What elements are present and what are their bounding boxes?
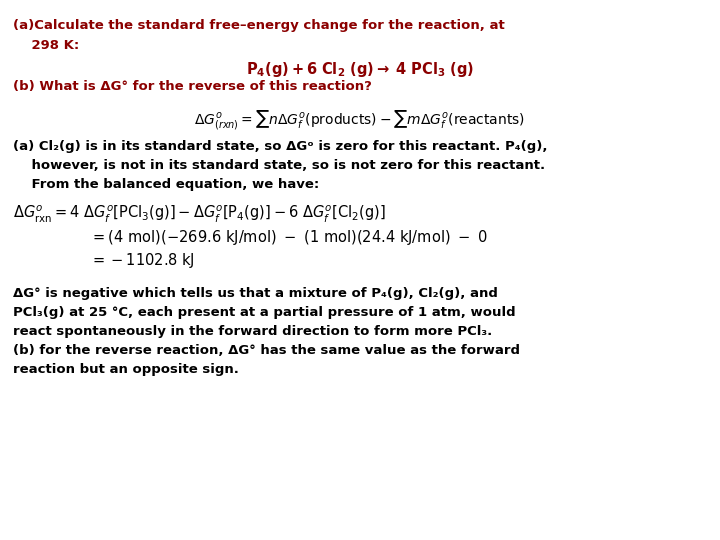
Text: (a) Cl₂(g) is in its standard state, so ΔGᵒ is zero for this reactant. P₄(g),: (a) Cl₂(g) is in its standard state, so …	[13, 140, 547, 153]
Text: however, is not in its standard state, so is not zero for this reactant.: however, is not in its standard state, s…	[13, 159, 545, 172]
Text: $= -1102.8\ \mathrm{kJ}$: $= -1102.8\ \mathrm{kJ}$	[90, 251, 195, 269]
Text: From the balanced equation, we have:: From the balanced equation, we have:	[13, 178, 319, 191]
Text: react spontaneously in the forward direction to form more PCl₃.: react spontaneously in the forward direc…	[13, 325, 492, 338]
Text: (b) What is ΔG° for the reverse of this reaction?: (b) What is ΔG° for the reverse of this …	[13, 80, 372, 93]
Text: reaction but an opposite sign.: reaction but an opposite sign.	[13, 363, 239, 376]
Text: PCl₃(g) at 25 °C, each present at a partial pressure of 1 atm, would: PCl₃(g) at 25 °C, each present at a part…	[13, 306, 516, 319]
Text: (b) for the reverse reaction, ΔG° has the same value as the forward: (b) for the reverse reaction, ΔG° has th…	[13, 344, 520, 357]
Text: 298 K:: 298 K:	[13, 39, 79, 52]
Text: $\Delta G^{o}_{\mathrm{rxn}} = 4\ \Delta G^{o}_{f}[\mathrm{PCl_3(g)}] - \Delta G: $\Delta G^{o}_{\mathrm{rxn}} = 4\ \Delta…	[13, 204, 386, 225]
Text: (a)Calculate the standard free–energy change for the reaction, at: (a)Calculate the standard free–energy ch…	[13, 19, 505, 32]
Text: $= (4\ \mathrm{mol})(-269.6\ \mathrm{kJ/mol})\ -\ (1\ \mathrm{mol})(24.4\ \mathr: $= (4\ \mathrm{mol})(-269.6\ \mathrm{kJ/…	[90, 228, 487, 247]
Text: ΔG° is negative which tells us that a mixture of P₄(g), Cl₂(g), and: ΔG° is negative which tells us that a mi…	[13, 287, 498, 300]
Text: $\Delta G^{o}_{(rxn)} = \sum n\Delta G^{o}_{f}\mathrm{(products)}-\sum m\Delta G: $\Delta G^{o}_{(rxn)} = \sum n\Delta G^{…	[194, 108, 526, 132]
Text: $\mathbf{P_4(g) + 6\ Cl_2\ (g) \rightarrow\ 4\ PCl_3\ (g)}$: $\mathbf{P_4(g) + 6\ Cl_2\ (g) \rightarr…	[246, 60, 474, 79]
